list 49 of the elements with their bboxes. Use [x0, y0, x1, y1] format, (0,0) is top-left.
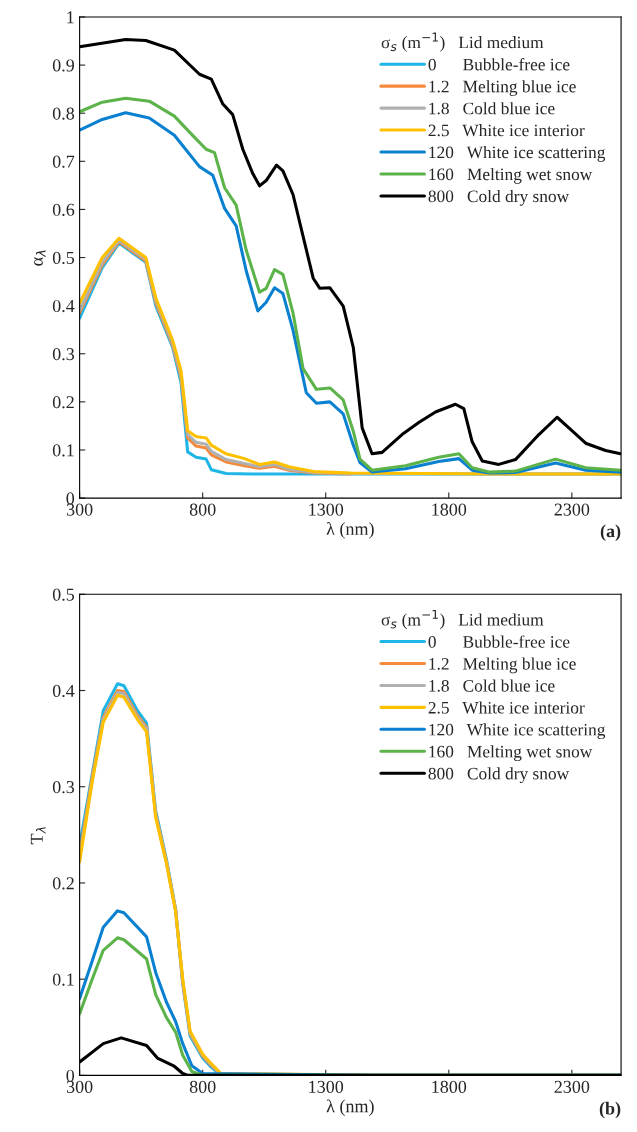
- legend-label: 2.5 White ice interior: [428, 124, 585, 137]
- legend-label: 120 White ice scattering: [429, 145, 606, 162]
- x-tick-label: 300: [66, 503, 93, 516]
- y-tick-label: 0.5: [52, 251, 75, 265]
- x-tick-label: 1300: [309, 503, 344, 516]
- y-axis-title: α$_{λ}$: [34, 250, 46, 266]
- legend-title: σ$_{s}$ (m$^{−1}$) Lid medium: [381, 609, 544, 630]
- y-tick-label: 0.1: [52, 444, 74, 457]
- y-tick-label: 0.5: [52, 588, 75, 601]
- y-tick-label: 0.1: [52, 973, 74, 986]
- y-tick-label: 0.7: [52, 155, 75, 168]
- legend-title: σ$_{s}$ (m$^{−1}$) Lid medium: [381, 32, 544, 52]
- legend-label: 1.2 Melting blue ice: [429, 657, 576, 674]
- legend-label: 800 Cold dry snow: [428, 189, 570, 206]
- legend-label: 160 Melting wet snow: [429, 745, 593, 762]
- y-tick-label: 0.9: [52, 59, 75, 72]
- y-tick-label: 0.4: [52, 299, 75, 313]
- x-axis-title: λ (nm): [326, 1099, 374, 1116]
- legend-label: 800 Cold dry snow: [428, 767, 570, 784]
- legend-label: 160 Melting wet snow: [429, 167, 593, 184]
- y-tick-label: 0.4: [52, 684, 75, 698]
- text: (b): [599, 1101, 621, 1119]
- x-tick-label: 800: [189, 1080, 216, 1093]
- x-tick-label: 2300: [554, 503, 590, 516]
- x-tick-label: 1800: [432, 1080, 467, 1093]
- legend-label: 1.8 Cold blue ice: [429, 679, 555, 692]
- legend-label: 0 Bubble-free ice: [428, 635, 570, 648]
- text: (a): [600, 524, 621, 541]
- y-tick-label: 0: [66, 492, 75, 505]
- x-axis-title: λ (nm): [326, 522, 374, 539]
- legend-label: 0 Bubble-free ice: [428, 58, 570, 71]
- x-tick-label: 2300: [554, 1080, 590, 1093]
- x-tick-label: 800: [189, 503, 216, 516]
- x-tick-label: 1800: [432, 503, 467, 516]
- y-tick-label: 0: [66, 1069, 75, 1082]
- legend-label: 1.8 Cold blue ice: [429, 102, 555, 115]
- y-tick-label: 0.3: [52, 348, 75, 361]
- y-tick-label: 0.8: [52, 107, 75, 120]
- legend-label: 120 White ice scattering: [429, 723, 606, 740]
- y-tick-label: 0.6: [52, 203, 75, 216]
- x-tick-label: 1300: [309, 1080, 344, 1093]
- y-tick-label: 0.3: [52, 781, 75, 794]
- legend-label: 2.5 White ice interior: [428, 701, 585, 714]
- x-tick-label: 300: [66, 1080, 93, 1093]
- legend-label: 1.2 Melting blue ice: [429, 80, 576, 96]
- y-tick-label: 0.2: [52, 396, 74, 409]
- y-tick-label: 0.2: [52, 877, 74, 890]
- y-tick-label: 1: [67, 11, 74, 24]
- y-axis-title: T$_{λ}$: [30, 827, 46, 845]
